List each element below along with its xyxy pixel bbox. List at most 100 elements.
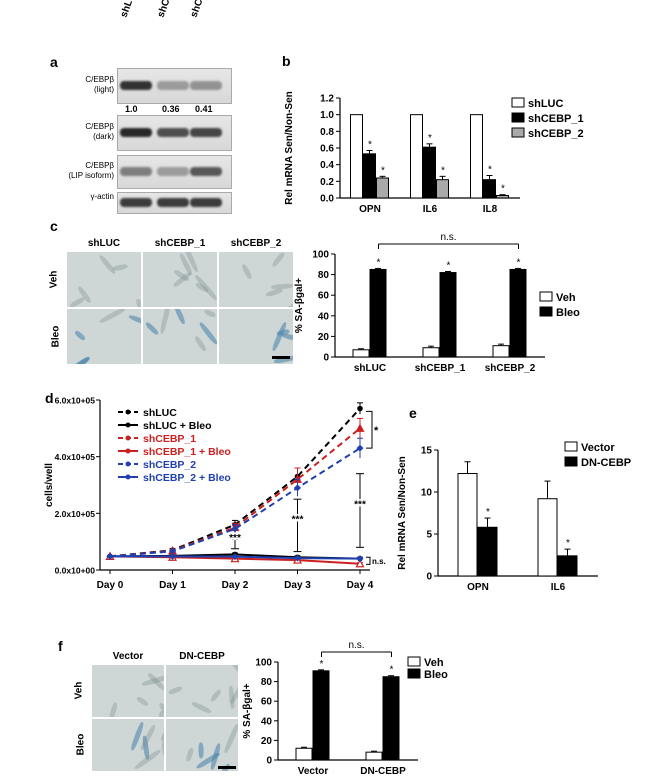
x-tick-label: OPN — [359, 204, 381, 215]
significance-star: * — [320, 659, 324, 670]
bar — [483, 179, 496, 199]
cell — [185, 747, 195, 763]
image-col-label: shLUC — [87, 238, 121, 249]
sig-label: *** — [354, 500, 366, 511]
image-row-label: Veh — [48, 270, 60, 288]
y-tick-label: 100 — [312, 250, 329, 261]
x-tick-label: shCEBP_2 — [485, 363, 536, 374]
cell — [69, 296, 86, 307]
sig-label: n.s. — [372, 557, 386, 566]
cell — [173, 309, 187, 326]
bar — [352, 349, 370, 358]
quant-value: 0.41 — [195, 104, 213, 114]
legend-swatch — [564, 441, 578, 452]
legend-swatch — [407, 668, 421, 679]
data-point — [356, 555, 364, 563]
bar — [492, 345, 510, 358]
bar — [369, 268, 387, 358]
blot-band — [190, 198, 222, 207]
image-col-label: Vector — [112, 651, 144, 662]
bar — [365, 751, 383, 761]
y-tick-label: 0.4 — [320, 160, 334, 171]
y-tick-label: 0.0x10+00 — [55, 566, 96, 576]
micrograph — [166, 665, 238, 717]
y-axis-label: % SA-βgal+ — [294, 278, 305, 333]
legend-marker — [125, 448, 131, 454]
lane-label: shCEBP_2 — [189, 0, 217, 19]
cell — [70, 355, 92, 364]
image-col-label: shCEBP_1 — [154, 238, 206, 249]
blot-row-label: C/EBPβ (LIP isoform) — [68, 161, 114, 180]
legend-swatch — [511, 112, 525, 123]
blot-band — [157, 198, 189, 207]
significance-star: * — [441, 165, 445, 176]
micrograph — [219, 309, 293, 364]
cell — [210, 688, 223, 702]
data-point — [357, 405, 363, 412]
image-row-label: Bleo — [75, 733, 87, 756]
sig-bracket — [366, 410, 373, 449]
blot-band — [157, 81, 189, 90]
cell — [108, 701, 119, 717]
y-axis-label: cells/well — [44, 463, 55, 507]
cell — [127, 313, 141, 330]
y-tick-label: 100 — [255, 658, 272, 669]
legend-swatch — [564, 456, 578, 467]
bar — [477, 526, 498, 577]
blot-row-label: C/EBPβ (dark) — [85, 122, 114, 141]
data-point — [294, 554, 301, 562]
y-tick-label: 1.2 — [320, 94, 334, 105]
legend-label: shLUC — [528, 98, 564, 110]
x-tick-label: Day 2 — [222, 580, 249, 591]
bar — [376, 177, 389, 199]
sig-label: *** — [292, 515, 304, 526]
cell — [98, 309, 126, 325]
cell — [241, 263, 253, 280]
y-tick-label: 0 — [266, 756, 272, 767]
blot-band — [157, 128, 189, 137]
y-tick-label: 5 — [426, 530, 432, 541]
y-tick-label: 80 — [318, 270, 330, 281]
blot-band — [157, 167, 189, 176]
legend-label: Veh — [424, 657, 444, 669]
legend-label: Bleo — [424, 669, 448, 681]
bar — [423, 146, 436, 199]
blot-band — [190, 81, 222, 90]
panel-b-label: b — [282, 53, 291, 69]
blot-strip — [117, 115, 232, 151]
cell — [198, 742, 204, 759]
y-tick-label: 80 — [261, 677, 273, 688]
x-tick-label: shLUC — [354, 363, 386, 374]
cell — [223, 722, 238, 754]
cell — [167, 685, 184, 696]
quant-value: 1.0 — [125, 104, 138, 114]
cell — [134, 297, 141, 307]
significance-star: * — [447, 261, 451, 272]
blot-row-label: C/EBPβ (light) — [85, 75, 114, 94]
cell — [193, 335, 208, 353]
cell — [204, 309, 217, 319]
significance-star: * — [486, 507, 490, 518]
blot-band — [120, 128, 152, 137]
cell — [136, 695, 151, 708]
bar — [537, 498, 558, 577]
legend-label: Bleo — [556, 307, 580, 319]
y-tick-label: 4.0x10+05 — [55, 452, 96, 462]
lane-label: shCEBP_1 — [156, 0, 184, 19]
legend-label: Vector — [581, 442, 615, 454]
significance-star: * — [377, 257, 381, 268]
data-point — [106, 552, 114, 560]
bar — [470, 114, 483, 199]
lane-label: shLUC — [118, 0, 141, 20]
blot-band — [190, 167, 222, 176]
y-tick-label: 0 — [323, 353, 329, 364]
data-point — [355, 559, 365, 568]
blot-row-label: γ-actin — [90, 192, 114, 201]
y-tick-label: 20 — [261, 736, 273, 747]
sig-label: * — [374, 425, 379, 437]
legend-marker — [125, 422, 131, 428]
legend-marker — [125, 435, 131, 441]
y-axis-label: Rel mRNA Sen/Non-Sen — [397, 456, 408, 570]
legend-swatch — [511, 127, 525, 138]
legend-label: DN-CEBP — [581, 457, 631, 469]
